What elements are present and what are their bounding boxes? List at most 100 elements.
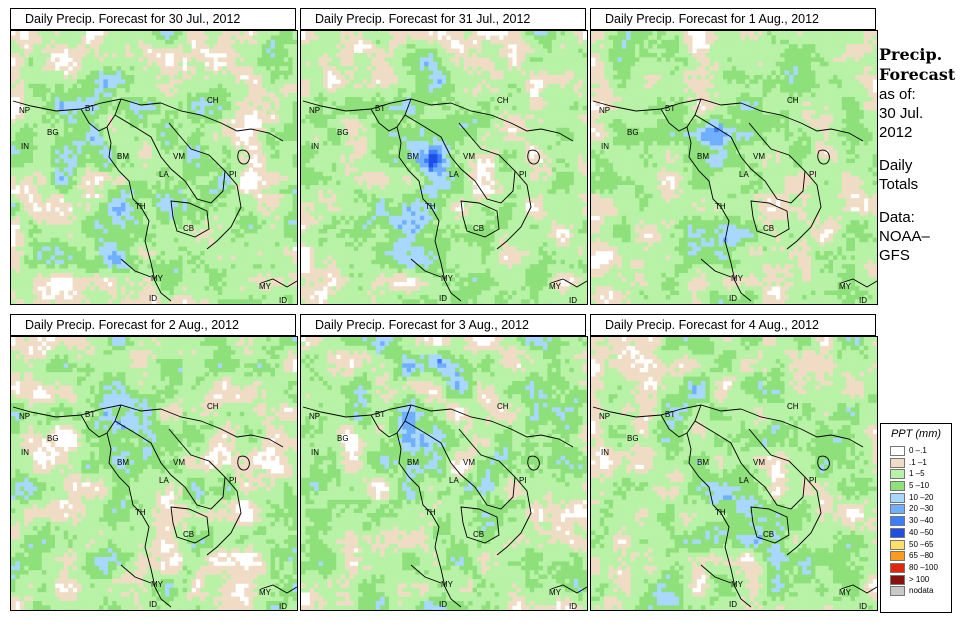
map-label: IN	[21, 448, 29, 457]
map-label: MY	[151, 274, 164, 283]
precip-map: NP BT BG IN CH BM VM LA TH CB PI MY ID MY ID	[590, 30, 878, 305]
legend-label: 10 –20	[909, 492, 933, 504]
caption-totals-line1: Daily	[879, 156, 965, 175]
map-label: VM	[173, 152, 185, 161]
legend-label: 65 –80	[909, 550, 933, 562]
legend-item: 65 –80	[881, 550, 951, 562]
map-label: BT	[85, 104, 95, 113]
map-label: IN	[21, 142, 29, 151]
country-borders	[592, 98, 877, 302]
country-borders	[12, 404, 297, 608]
map-label: TH	[135, 202, 146, 211]
precip-map: NP BT BG IN CH BM VM LA TH CB PI MY ID MY ID	[300, 30, 588, 305]
map-label: BG	[627, 434, 639, 443]
country-borders	[592, 404, 877, 608]
legend-label: > 100	[909, 574, 929, 586]
legend-item: 5 –10	[881, 480, 951, 492]
map-label: MY	[151, 580, 164, 589]
panel-title: Daily Precip. Forecast for 30 Jul., 2012	[10, 8, 296, 30]
map-label: VM	[753, 458, 765, 467]
map-label: PI	[809, 476, 817, 485]
legend-swatch	[890, 492, 905, 503]
map-label: MY	[259, 588, 272, 597]
legend-label: 20 –30	[909, 503, 933, 515]
map-label: ID	[279, 602, 287, 610]
map-label: MY	[549, 588, 562, 597]
precip-field	[591, 31, 877, 304]
side-caption: Precip. Forecast as of: 30 Jul. 2012 Dai…	[879, 45, 965, 265]
map-label: ID	[279, 296, 287, 304]
map-label: TH	[425, 202, 436, 211]
map-label: BM	[407, 458, 419, 467]
map-label: ID	[439, 294, 447, 303]
map-label: LA	[159, 476, 169, 485]
map-label: CH	[207, 402, 219, 411]
panel-title: Daily Precip. Forecast for 4 Aug., 2012	[590, 314, 876, 336]
map-label: BG	[337, 434, 349, 443]
map-label: MY	[839, 282, 852, 291]
map-label: ID	[149, 600, 157, 609]
precip-field	[301, 31, 587, 304]
map-label: LA	[449, 476, 459, 485]
map-label: CH	[497, 96, 509, 105]
map-label: NP	[599, 412, 610, 421]
precip-field	[11, 31, 297, 304]
map-label: CB	[183, 530, 194, 539]
map-label: CB	[763, 224, 774, 233]
map-label: TH	[715, 202, 726, 211]
map-label: TH	[135, 508, 146, 517]
map-label: CB	[473, 224, 484, 233]
map-label: VM	[173, 458, 185, 467]
map-label: NP	[19, 106, 30, 115]
legend-item: 10 –20	[881, 492, 951, 504]
panel-title: Daily Precip. Forecast for 31 Jul., 2012	[300, 8, 586, 30]
legend-swatch	[890, 469, 905, 480]
legend-item: 0 –.1	[881, 445, 951, 457]
map-label: IN	[601, 448, 609, 457]
legend-swatch	[890, 562, 905, 573]
map-label: CB	[763, 530, 774, 539]
map-label: NP	[309, 106, 320, 115]
map-label: BT	[375, 410, 385, 419]
panel-title: Daily Precip. Forecast for 1 Aug., 2012	[590, 8, 876, 30]
map-label: MY	[731, 580, 744, 589]
map-label: MY	[731, 274, 744, 283]
map-label: CH	[497, 402, 509, 411]
legend-swatch	[890, 457, 905, 468]
map-label: BM	[117, 152, 129, 161]
legend-swatch	[890, 446, 905, 456]
legend-swatch	[890, 574, 905, 585]
precip-map-svg: NP BT BG IN CH BM VM LA TH CB PI MY ID MY ID	[11, 337, 297, 610]
legend-swatch	[890, 527, 905, 538]
precip-field	[591, 337, 877, 610]
map-label: CB	[473, 530, 484, 539]
caption-asof-line1: as of:	[879, 85, 965, 104]
map-label: VM	[463, 152, 475, 161]
map-label: PI	[519, 170, 527, 179]
map-label: IN	[311, 448, 319, 457]
legend-label: 1 –5	[909, 468, 925, 480]
legend-label: 5 –10	[909, 480, 929, 492]
caption-asof-line2: 30 Jul.	[879, 104, 965, 123]
legend-label: 40 –50	[909, 527, 933, 539]
map-label: CH	[207, 96, 219, 105]
precip-map: NP BT BG IN CH BM VM LA TH CB PI MY ID MY ID	[300, 336, 588, 611]
legend-label: .1 –1	[909, 457, 927, 469]
caption-asof-line3: 2012	[879, 123, 965, 142]
legend-label: nodata	[909, 585, 933, 597]
map-label: BG	[47, 128, 59, 137]
country-borders	[302, 98, 587, 302]
map-label: ID	[729, 600, 737, 609]
legend-swatch	[890, 516, 905, 527]
map-label: VM	[753, 152, 765, 161]
precip-map-svg: NP BT BG IN CH BM VM LA TH CB PI MY ID MY ID	[591, 31, 877, 304]
map-label: PI	[229, 170, 237, 179]
legend-swatch	[890, 539, 905, 550]
precip-map: NP BT BG IN CH BM VM LA TH CB PI MY ID MY ID	[10, 30, 298, 305]
country-borders	[302, 404, 587, 608]
map-label: BM	[117, 458, 129, 467]
precip-map-svg: NP BT BG IN CH BM VM LA TH CB PI MY ID MY ID	[301, 31, 587, 304]
precip-map: NP BT BG IN CH BM VM LA TH CB PI MY ID MY ID	[10, 336, 298, 611]
map-label: BT	[85, 410, 95, 419]
legend-label: 50 –65	[909, 539, 933, 551]
